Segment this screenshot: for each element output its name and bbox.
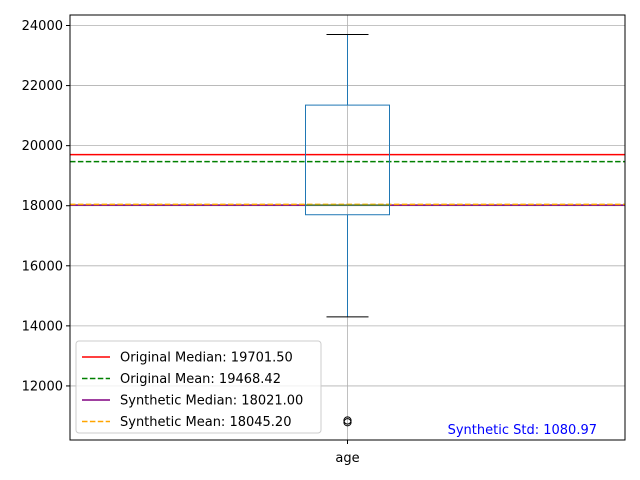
y-tick-label: 24000 — [22, 19, 63, 34]
legend-label: Synthetic Median: 18021.00 — [120, 394, 303, 409]
y-tick-label: 16000 — [22, 259, 63, 274]
legend-label: Synthetic Mean: 18045.20 — [120, 415, 291, 430]
legend-label: Original Mean: 19468.42 — [120, 372, 281, 387]
x-tick-label: age — [335, 451, 359, 466]
y-tick-label: 18000 — [22, 199, 63, 214]
synthetic-std-annotation: Synthetic Std: 1080.97 — [448, 423, 597, 438]
y-axis: 12000 14000 16000 18000 20000 22000 24000 — [22, 19, 70, 394]
legend: Original Median: 19701.50 Original Mean: … — [75, 340, 322, 434]
x-axis: age — [335, 440, 360, 466]
y-tick-label: 22000 — [22, 79, 63, 94]
outlier-point — [343, 418, 352, 427]
y-tick-label: 14000 — [22, 319, 63, 334]
box-element — [305, 34, 390, 427]
y-tick-label: 12000 — [22, 379, 63, 394]
y-tick-label: 20000 — [22, 139, 63, 154]
legend-frame — [75, 340, 322, 434]
legend-label: Original Median: 19701.50 — [120, 351, 293, 366]
